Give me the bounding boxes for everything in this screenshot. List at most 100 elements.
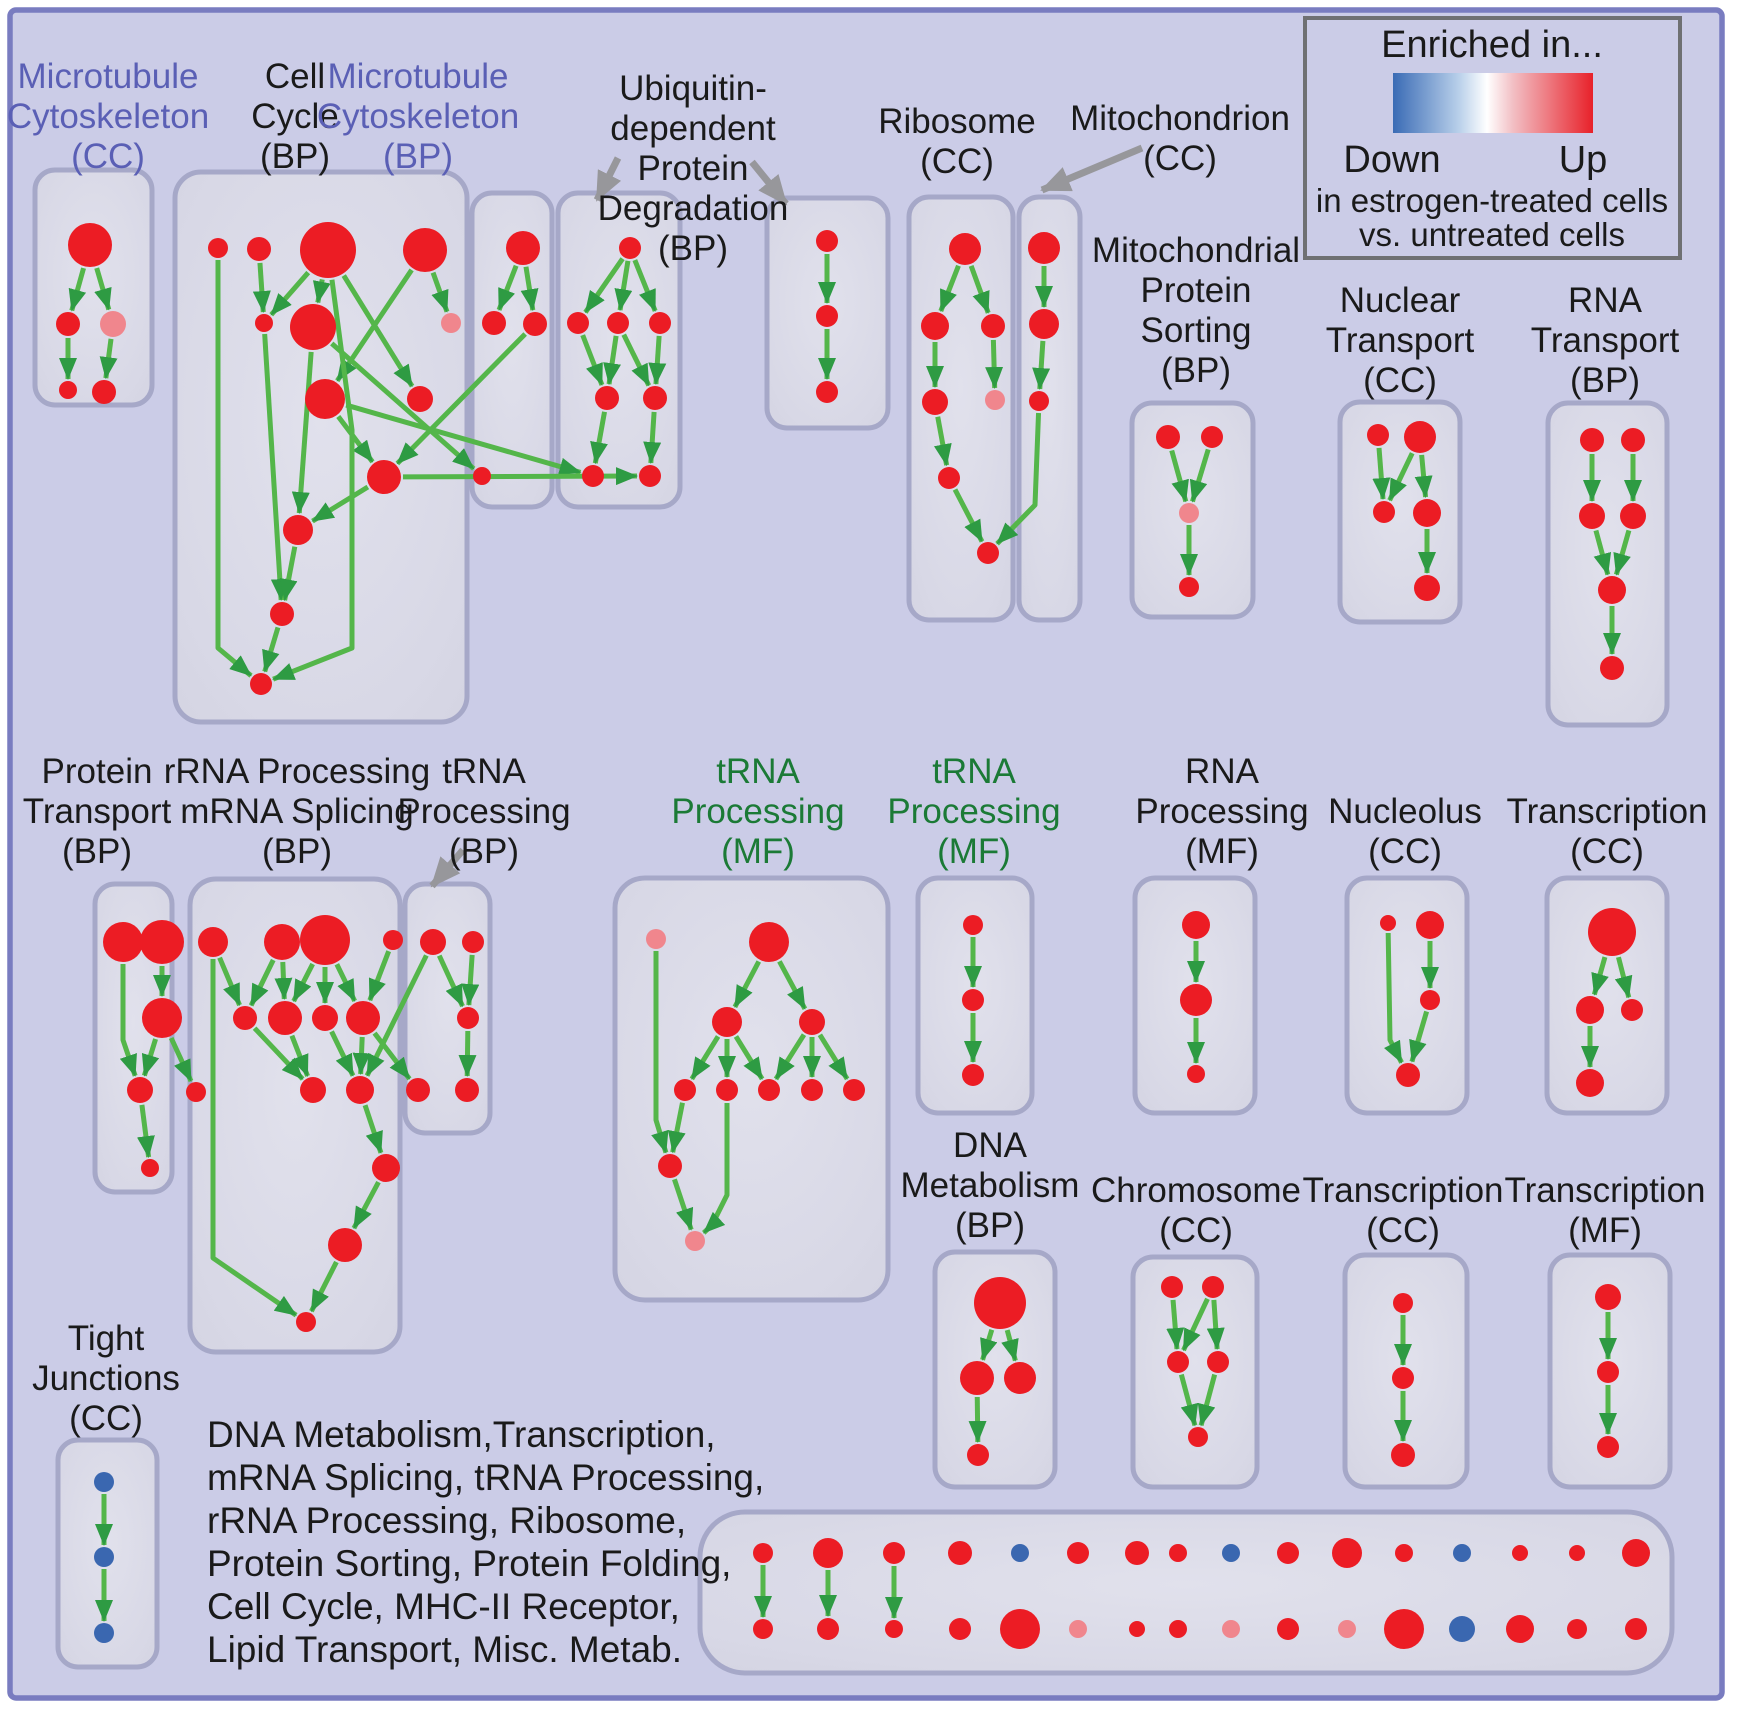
go-node-ubiquitin-degradation-bp-1-2 (607, 312, 629, 334)
go-node-rna-transport-bp-1 (1621, 428, 1645, 452)
go-node-ubiquitin-degradation-bp-1-3 (649, 312, 671, 334)
go-node-rrna-processing-mrna-splicing-bp-4 (233, 1006, 257, 1030)
annotation-arrows (429, 144, 1144, 889)
label-pointer-arrow (749, 159, 789, 207)
relation-arrow-edge (336, 415, 375, 464)
go-node-ubiquitin-degradation-bp-1-5 (643, 386, 667, 410)
relation-arrow-edge (141, 1038, 160, 1077)
go-node-microtubule-cytoskeleton-cc-1 (56, 312, 80, 336)
go-node-mitochondrion-cc-1 (1029, 309, 1059, 339)
misc-categories-line-2: mRNA Splicing, tRNA Processing, (207, 1457, 764, 1498)
relation-arrow-edge (689, 1035, 721, 1081)
go-node-cell-cycle-bp-4 (255, 314, 273, 332)
relation-arrow-edge (1591, 956, 1609, 996)
misc-categories-line-5: Cell Cycle, MHC-II Receptor, (207, 1586, 680, 1627)
go-node-nuclear-transport-cc-4 (1414, 575, 1440, 601)
relation-arrow-edge (603, 335, 621, 386)
go-node-chromosome-cc-3 (1207, 1351, 1229, 1373)
relation-arrow-edge (733, 1035, 765, 1081)
relation-arrow-edge (119, 964, 138, 1077)
cluster-label-chromosome-cc: Chromosome (CC) (1091, 1171, 1301, 1250)
go-node-cell-cycle-bp-12 (250, 673, 272, 695)
go-node-nuclear-transport-cc-2 (1373, 501, 1395, 523)
go-node-rna-transport-bp-5 (1600, 656, 1624, 680)
relation-arrow-edge (352, 1036, 371, 1076)
strip-node-bottom-1 (817, 1618, 839, 1640)
go-node-cell-cycle-bp-2 (300, 222, 356, 278)
cluster-label-transcription-mf: Transcription (MF) (1505, 1171, 1706, 1250)
relation-arrow-edge (1372, 447, 1391, 501)
strip-node-bottom-8 (1222, 1620, 1240, 1638)
go-node-nucleolus-cc-0 (1380, 915, 1396, 931)
go-node-rrna-processing-mrna-splicing-bp-3 (383, 930, 403, 950)
relation-arrow-edge (345, 402, 582, 476)
relation-arrow-edge (215, 260, 253, 678)
go-node-microtubule-cytoskeleton-bp-1 (482, 311, 506, 335)
relation-arrow-edge (632, 259, 658, 312)
relation-arrow-edge (311, 484, 370, 524)
relation-arrow-edge (643, 411, 662, 465)
strip-node-top-0 (753, 1543, 773, 1563)
relation-arrow-edge (1383, 932, 1404, 1064)
cluster-label-dna-metabolism-bp: DNA Metabolism (BP) (901, 1126, 1080, 1245)
go-node-transcription-cc-2-2 (1391, 1443, 1415, 1467)
go-node-cell-cycle-bp-5 (290, 304, 336, 350)
relation-arrow-edge (1166, 1299, 1185, 1351)
go-node-ribosome-cc-0 (949, 233, 981, 265)
strip-node-bottom-13 (1506, 1615, 1534, 1643)
strip-node-bottom-14 (1567, 1619, 1587, 1639)
relation-arrow-edge (985, 339, 1004, 390)
go-node-ubiquitin-degradation-bp-2-1 (816, 305, 838, 327)
go-node-dna-metabolism-bp-3 (967, 1444, 989, 1466)
go-node-transcription-mf-2 (1597, 1436, 1619, 1458)
cluster-label-trna-processing-mf-2: tRNA Processing (MF) (887, 752, 1060, 871)
go-node-nucleolus-cc-1 (1416, 911, 1444, 939)
relation-arrow-edge (279, 546, 298, 602)
relation-arrow-edge (210, 959, 298, 1318)
cluster-label-rna-transport-bp: RNA Transport (BP) (1531, 281, 1680, 400)
strip-node-bottom-15 (1625, 1618, 1647, 1640)
relation-arrow-edge (458, 1030, 477, 1078)
go-node-transcription-mf-1 (1597, 1361, 1619, 1383)
go-node-transcription-cc-1-2 (1621, 999, 1643, 1021)
cluster-box-mitochondrion-cc (1016, 194, 1083, 623)
go-node-protein-transport-bp-1 (140, 920, 184, 964)
relation-arrow-edge (99, 338, 118, 380)
go-node-ubiquitin-degradation-bp-2-0 (816, 230, 838, 252)
relation-arrow-edge (367, 950, 392, 1002)
strip-node-top-15 (1622, 1539, 1650, 1567)
go-node-tight-junctions-cc-0 (94, 1472, 114, 1492)
strip-node-top-4 (1011, 1544, 1029, 1562)
go-node-trna-processing-bp-3 (406, 1078, 430, 1102)
strip-node-top-10 (1332, 1538, 1362, 1568)
relation-arrow-edge (933, 416, 952, 467)
strip-node-top-3 (948, 1541, 972, 1565)
strip-node-bottom-9 (1277, 1618, 1299, 1640)
go-node-dna-metabolism-bp-0 (974, 1277, 1026, 1329)
go-node-microtubule-cytoskeleton-bp-3 (473, 467, 491, 485)
legend-down-label: Down (1343, 139, 1440, 181)
relation-arrow-edge (968, 265, 991, 314)
relation-arrow-edge (817, 1033, 850, 1081)
relation-arrow-edge (341, 274, 415, 388)
go-node-rrna-processing-mrna-splicing-bp-13 (296, 1312, 316, 1332)
strip-node-top-2 (883, 1542, 905, 1564)
go-node-trna-processing-mf-1-5 (716, 1079, 738, 1101)
relation-arrow-edge (312, 278, 331, 304)
go-node-cell-cycle-bp-0 (208, 238, 228, 258)
misc-categories-line-1: DNA Metabolism,Transcription, (207, 1414, 716, 1455)
relation-arrow-edge (1197, 1373, 1218, 1427)
relation-arrow-edge (1001, 1329, 1019, 1362)
go-node-ubiquitin-degradation-bp-1-4 (595, 386, 619, 410)
relation-arrow-edge (1593, 529, 1612, 576)
cluster-box-chromosome-cc (1130, 1254, 1260, 1490)
cluster-label-ubiquitin-degradation-bp-1: Ubiquitin-dependent Protein Degradation (BP… (598, 69, 789, 268)
go-node-rrna-processing-mrna-splicing-bp-0 (198, 927, 228, 957)
legend-box (1303, 16, 1682, 260)
go-node-rna-processing-mf-2 (1187, 1065, 1205, 1083)
go-node-ubiquitin-degradation-bp-1-7 (639, 465, 661, 487)
cluster-label-nucleolus-cc: Nucleolus (CC) (1328, 792, 1482, 871)
go-node-ubiquitin-degradation-bp-1-6 (582, 465, 604, 487)
